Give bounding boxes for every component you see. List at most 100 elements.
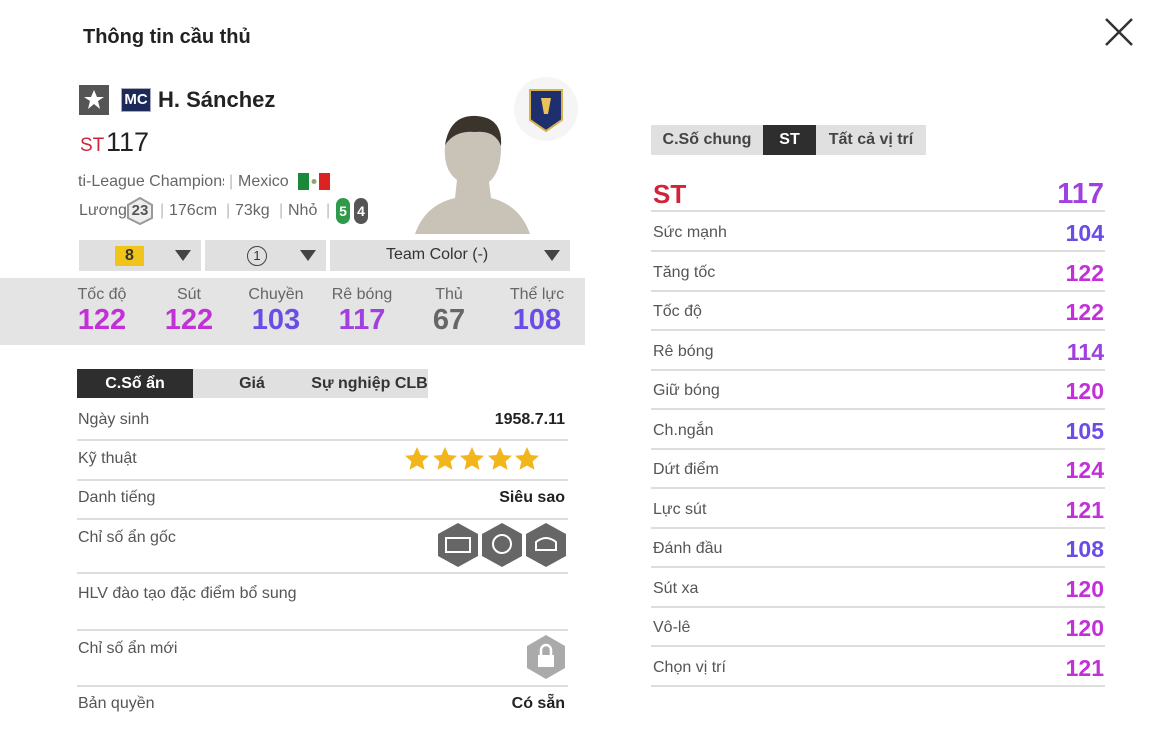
divider: | xyxy=(160,202,165,219)
body-type: Nhỏ xyxy=(288,202,318,219)
stat-value: 108 xyxy=(1065,536,1104,562)
selector[interactable]: 8 xyxy=(79,240,201,271)
tab[interactable]: C.Số ẩn xyxy=(77,369,193,398)
selector[interactable]: 1 xyxy=(205,240,326,271)
info-label: Ngày sinh xyxy=(78,411,150,428)
separator xyxy=(651,645,1105,647)
divider: | xyxy=(326,202,331,219)
position-tab[interactable]: ST xyxy=(763,125,816,155)
stat-label: Tăng tốc xyxy=(653,263,716,281)
close-button[interactable] xyxy=(1104,17,1134,47)
player-photo xyxy=(415,115,530,234)
season-emblem xyxy=(514,77,578,141)
favorite-icon[interactable] xyxy=(79,85,109,115)
hidden-trait-icons xyxy=(438,523,566,567)
summary-label: Tốc độ xyxy=(77,286,127,303)
stat-value: 121 xyxy=(1065,496,1104,523)
player-name: H. Sánchez xyxy=(158,87,276,112)
summary-value: 103 xyxy=(251,304,301,336)
summary-label: Thể lực xyxy=(509,286,565,303)
overall: 117 xyxy=(106,127,150,157)
separator xyxy=(77,439,568,441)
stat-value: 105 xyxy=(1065,417,1104,444)
star xyxy=(487,446,513,477)
summary-value: 122 xyxy=(77,304,127,336)
summary-label: Chuyền xyxy=(248,286,304,303)
stat-label: Vô-lê xyxy=(653,619,691,636)
separator xyxy=(651,368,1105,371)
summary-value: 122 xyxy=(164,304,214,336)
stat-label: Lực sút xyxy=(653,500,707,518)
summary-value: 67 xyxy=(432,304,466,336)
stat-label: Đánh đầu xyxy=(653,540,723,557)
flag xyxy=(298,173,330,190)
star xyxy=(514,446,540,477)
stat-label: Ch.ngắn xyxy=(653,421,714,439)
separator xyxy=(651,684,1105,687)
separator xyxy=(651,210,1105,212)
position-tab[interactable]: Tất cả vị trí xyxy=(816,125,926,155)
selector[interactable]: Team Color (-) xyxy=(330,240,570,271)
separator xyxy=(651,329,1105,331)
star xyxy=(404,446,430,477)
selector-value: 1 xyxy=(247,246,267,266)
tab[interactable]: Giá xyxy=(193,369,311,398)
stat-value: 104 xyxy=(1065,220,1104,246)
lock-icon xyxy=(527,635,565,679)
card-badge: MC xyxy=(121,88,151,112)
info-value: 1958.7.11 xyxy=(494,411,565,428)
country: Mexico xyxy=(238,173,289,190)
separator xyxy=(77,685,568,687)
position-label: ST xyxy=(653,179,687,209)
stat-label: Giữ bóng xyxy=(653,382,720,399)
star xyxy=(459,446,485,477)
position-tab[interactable]: C.Số chung xyxy=(651,125,763,155)
height: 176cm xyxy=(169,202,218,219)
divider: | xyxy=(279,202,284,219)
info-label: Kỹ thuật xyxy=(78,450,137,467)
weight: 73kg xyxy=(235,202,270,219)
info-label: Chỉ số ẩn mới xyxy=(78,640,178,657)
info-label: Bản quyền xyxy=(78,695,155,712)
separator xyxy=(651,408,1105,410)
summary-label: Sút xyxy=(176,286,201,303)
info-value: Có sẵn xyxy=(511,695,565,712)
salary-icon xyxy=(127,197,153,225)
stat-label: Sức mạnh xyxy=(653,224,727,241)
position: ST xyxy=(80,135,105,156)
salary-label: Lương xyxy=(79,202,127,219)
divider: | xyxy=(229,173,234,190)
separator xyxy=(651,605,1105,608)
stat-value: 121 xyxy=(1065,654,1104,681)
selector-value: 8 xyxy=(115,246,144,266)
summary-value: 117 xyxy=(338,304,386,336)
weak-foot-right: 4 xyxy=(354,198,368,224)
summary-label: Thủ xyxy=(435,286,463,303)
summary-panel xyxy=(0,278,585,345)
separator xyxy=(77,572,568,574)
stat-label: Rê bóng xyxy=(653,342,714,360)
weak-foot-left: 5 xyxy=(336,198,350,224)
stat-value: 120 xyxy=(1065,575,1104,602)
info-value: Siêu sao xyxy=(499,489,565,506)
stat-label: Chọn vị trí xyxy=(653,658,726,676)
stat-value: 122 xyxy=(1065,299,1104,325)
stat-value: 124 xyxy=(1065,457,1104,483)
separator xyxy=(651,289,1105,292)
separator xyxy=(651,487,1105,489)
separator xyxy=(651,566,1105,568)
selector-value: Team Color (-) xyxy=(386,246,489,263)
stat-value: 120 xyxy=(1065,615,1104,641)
separator xyxy=(651,526,1105,529)
separator xyxy=(651,447,1105,450)
tab[interactable]: Sự nghiệp CLB xyxy=(311,369,428,398)
info-label: HLV đào tạo đặc điểm bổ sung xyxy=(78,585,297,602)
stat-label: Sút xa xyxy=(653,579,699,597)
separator xyxy=(77,479,568,481)
divider: | xyxy=(226,202,231,219)
position-value: 117 xyxy=(1057,178,1104,210)
separator xyxy=(77,518,568,520)
stat-label: Tốc độ xyxy=(653,303,702,320)
